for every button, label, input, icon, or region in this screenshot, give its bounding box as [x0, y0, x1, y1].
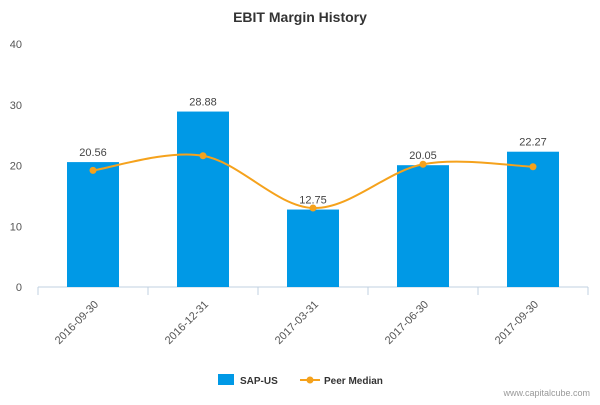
- legend: SAP-US Peer Median: [218, 374, 383, 387]
- peer-median-point: [529, 163, 537, 171]
- bar-sap-us: [177, 111, 229, 287]
- peer-median-point: [309, 204, 317, 212]
- bar-data-label: 20.05: [409, 150, 437, 162]
- y-axis: 0 10 20 30 40: [10, 39, 22, 294]
- bar-data-label: 28.88: [189, 97, 217, 109]
- peer-median-point: [419, 160, 427, 168]
- peer-median-point: [89, 166, 97, 174]
- legend-marker-peer-median: [306, 376, 314, 384]
- bar-sap-us: [507, 151, 559, 287]
- y-tick-label: 10: [10, 221, 22, 233]
- legend-swatch-sap-us: [218, 374, 234, 385]
- bar-data-labels: 20.56 28.88 12.75 20.05 22.27: [79, 97, 547, 207]
- x-tick-label: 2017-06-30: [383, 299, 431, 347]
- bar-data-label: 20.56: [79, 147, 107, 159]
- bar-sap-us: [67, 162, 119, 287]
- bar-sap-us: [397, 165, 449, 287]
- x-tick-label: 2017-03-31: [273, 299, 321, 347]
- peer-median-series: [89, 152, 537, 212]
- peer-median-point: [199, 152, 207, 160]
- y-tick-label: 40: [10, 39, 22, 51]
- bar-sap-us: [287, 209, 339, 287]
- x-axis: 2016-09-30 2016-12-31 2017-03-31 2017-06-30…: [37, 286, 589, 347]
- y-tick-label: 20: [10, 161, 22, 173]
- chart-title: EBIT Margin History: [233, 9, 367, 25]
- bar-series: [67, 111, 559, 287]
- x-tick-label: 2016-12-31: [163, 299, 211, 347]
- legend-label-peer-median: Peer Median: [324, 376, 383, 387]
- x-tick-label: 2017-09-30: [493, 299, 541, 347]
- legend-label-sap-us: SAP-US: [240, 376, 278, 387]
- bar-data-label: 22.27: [519, 137, 547, 149]
- bar-data-label: 12.75: [299, 195, 327, 207]
- y-tick-label: 0: [16, 282, 22, 294]
- watermark-text: www.capitalcube.com: [502, 388, 590, 398]
- y-tick-label: 30: [10, 100, 22, 112]
- x-tick-label: 2016-09-30: [53, 299, 101, 347]
